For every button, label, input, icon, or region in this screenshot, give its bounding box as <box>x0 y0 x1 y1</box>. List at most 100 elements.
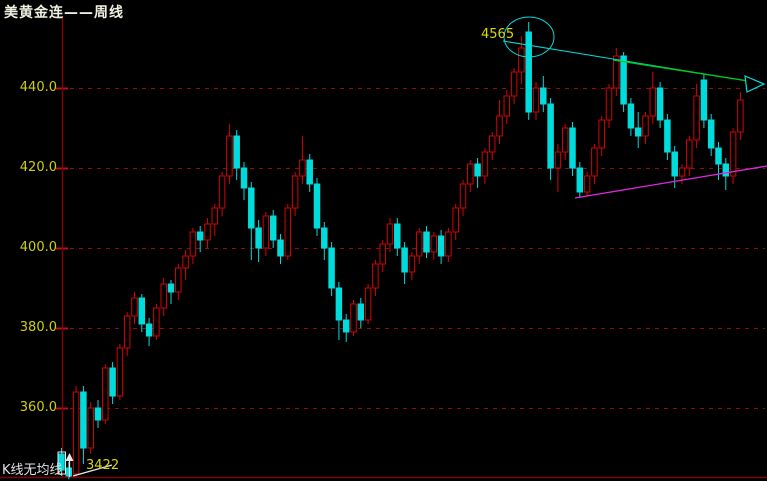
candle-up-body[interactable] <box>605 87 613 121</box>
candle-up-body[interactable] <box>182 255 189 269</box>
candle-up-body[interactable] <box>649 87 657 117</box>
candle-down-body[interactable] <box>656 87 664 121</box>
candle-up-body[interactable] <box>262 215 270 249</box>
candle-down-body[interactable] <box>233 135 240 169</box>
candle-up-body[interactable] <box>72 391 80 475</box>
candle-up-body[interactable] <box>729 131 737 177</box>
candle-down-body[interactable] <box>277 239 284 257</box>
candle-down-body[interactable] <box>634 127 642 137</box>
candle-up-body[interactable] <box>364 287 372 321</box>
candle-down-body[interactable] <box>401 247 408 273</box>
trendline-arrowhead-icon[interactable] <box>744 75 766 93</box>
candle-down-body[interactable] <box>722 163 730 177</box>
candle-down-body[interactable] <box>313 183 321 229</box>
candle-down-body[interactable] <box>394 223 401 249</box>
candle-up-body[interactable] <box>459 183 467 209</box>
candle-up-body[interactable] <box>452 207 459 233</box>
peak-ellipse-annotation[interactable] <box>503 16 555 58</box>
candle-up-body[interactable] <box>350 303 357 333</box>
candle-up-body[interactable] <box>175 267 182 293</box>
candle-down-body[interactable] <box>437 235 445 257</box>
candle-up-body[interactable] <box>583 175 591 193</box>
candle-down-body[interactable] <box>255 227 262 249</box>
candle-up-body[interactable] <box>591 147 598 177</box>
candle-down-body[interactable] <box>671 151 678 177</box>
magenta-support-line[interactable] <box>574 165 767 199</box>
candle-up-body[interactable] <box>510 71 518 97</box>
candle-up-body[interactable] <box>430 235 438 253</box>
low-price-annotation[interactable]: 3422 <box>86 458 120 473</box>
candle-up-body[interactable] <box>415 231 423 257</box>
candle-down-body[interactable] <box>94 407 102 421</box>
candle-down-body[interactable] <box>547 103 554 169</box>
candle-up-body[interactable] <box>686 139 693 169</box>
candle-down-body[interactable] <box>540 87 547 105</box>
candle-up-body[interactable] <box>87 407 94 449</box>
candle-up-body[interactable] <box>467 163 474 185</box>
candle-down-body[interactable] <box>474 163 481 177</box>
candle-down-body[interactable] <box>664 119 671 153</box>
candle-up-body[interactable] <box>488 135 496 153</box>
candle-up-body[interactable] <box>211 207 219 225</box>
candle-up-body[interactable] <box>503 95 511 117</box>
candle-down-body[interactable] <box>80 391 87 449</box>
candle-down-body[interactable] <box>269 215 277 241</box>
candle-down-body[interactable] <box>707 119 715 149</box>
candle-up-body[interactable] <box>386 223 394 245</box>
candle-up-body[interactable] <box>379 243 386 265</box>
candle-up-body[interactable] <box>123 315 131 349</box>
candle-down-body[interactable] <box>700 79 708 121</box>
candle-up-body[interactable] <box>153 307 160 337</box>
candle-down-body[interactable] <box>335 287 343 321</box>
candle-up-body[interactable] <box>554 151 562 169</box>
candle-down-body[interactable] <box>248 187 255 229</box>
candle-up-body[interactable] <box>226 135 233 177</box>
candle-down-body[interactable] <box>715 147 722 165</box>
candle-up-body[interactable] <box>532 87 540 113</box>
candle-up-body[interactable] <box>299 159 306 177</box>
candle-down-body[interactable] <box>627 103 635 129</box>
candle-up-body[interactable] <box>693 95 700 141</box>
candle-up-body[interactable] <box>116 347 124 397</box>
candle-up-body[interactable] <box>102 367 109 421</box>
candle-up-body[interactable] <box>561 127 569 153</box>
candle-down-body[interactable] <box>569 127 576 169</box>
candle-up-body[interactable] <box>291 175 299 209</box>
candle-down-body[interactable] <box>167 283 175 293</box>
candle-up-body[interactable] <box>160 283 167 309</box>
candle-up-body[interactable] <box>496 115 503 137</box>
candle-up-body[interactable] <box>408 255 416 273</box>
candle-down-body[interactable] <box>65 467 73 477</box>
candle-down-body[interactable] <box>109 367 116 397</box>
candle-up-body[interactable] <box>613 55 620 89</box>
candle-down-body[interactable] <box>58 453 65 471</box>
candle-down-body[interactable] <box>620 55 627 105</box>
candle-up-body[interactable] <box>218 175 226 209</box>
low-label-pointer-line[interactable] <box>72 464 113 477</box>
candle-down-body[interactable] <box>423 231 430 253</box>
candle-up-body[interactable] <box>598 119 605 149</box>
candle-up-body[interactable] <box>284 207 292 257</box>
candle-down-body[interactable] <box>342 319 350 333</box>
candle-down-body[interactable] <box>138 297 146 325</box>
candle-up-body[interactable] <box>131 297 138 317</box>
candle-up-body[interactable] <box>642 115 649 137</box>
candle-up-body[interactable] <box>737 99 744 133</box>
up-arrow-icon[interactable] <box>65 453 74 461</box>
peak-price-annotation[interactable]: 4565 <box>481 27 515 42</box>
candle-up-body[interactable] <box>372 263 379 289</box>
candle-up-body[interactable] <box>445 231 452 257</box>
candle-down-body[interactable] <box>328 247 335 289</box>
green-trendline[interactable] <box>612 59 756 83</box>
candle-down-body[interactable] <box>525 31 532 113</box>
candle-up-body[interactable] <box>678 167 686 177</box>
candle-down-body[interactable] <box>196 231 204 241</box>
first-candle-highlight-box[interactable] <box>57 451 66 475</box>
candle-up-body[interactable] <box>518 47 525 73</box>
candle-down-body[interactable] <box>240 167 248 189</box>
candle-up-body[interactable] <box>481 151 489 177</box>
candle-down-body[interactable] <box>145 323 153 337</box>
candle-up-body[interactable] <box>189 231 197 257</box>
candle-up-body[interactable] <box>204 223 211 241</box>
